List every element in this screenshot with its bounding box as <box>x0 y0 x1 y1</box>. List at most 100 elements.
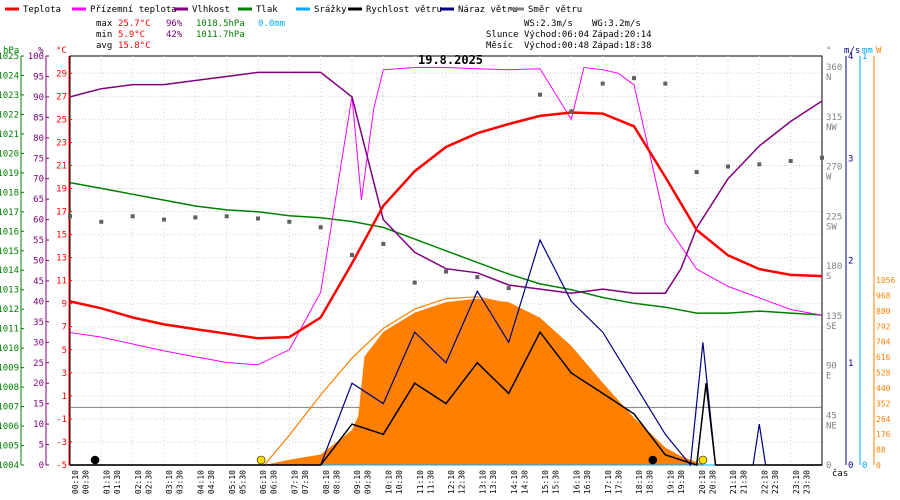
deg-tick-7: 45 <box>826 411 837 421</box>
temp-tick-10: 9 <box>62 300 67 310</box>
wind-direction-point-9 <box>350 253 354 257</box>
w-tick-2: 880 <box>876 307 891 316</box>
stats-panel: max 25.7°C 96% 1018.5hPa 0.0mm min 5.9°C… <box>96 19 652 51</box>
stat-max-hum: 96% <box>166 19 183 29</box>
legend-label-3: Tlak <box>256 5 278 15</box>
hpa-tick-13: 1012 <box>0 305 19 315</box>
x-tick-2: 01:10 <box>103 470 112 494</box>
temp-tick-4: 21 <box>56 161 67 171</box>
legend-label-7: Směr větru <box>528 5 582 15</box>
left-axes: hPa1025102410231022102110201019101810171… <box>0 46 72 471</box>
stat-sunset: Západ:20:14 <box>592 30 652 40</box>
stat-max-rain: 0.0mm <box>258 19 285 29</box>
stat-max-label: max <box>96 19 113 29</box>
wind-direction-point-3 <box>162 217 166 222</box>
wind-direction-point-21 <box>726 164 730 169</box>
temp-tick-5: 19 <box>56 184 67 194</box>
ground-temperature-line <box>69 66 823 366</box>
chart-title: 19.8.2025 <box>418 53 483 67</box>
mm-axis-label: mm <box>862 46 873 56</box>
temp-tick-7: 15 <box>56 231 67 241</box>
w-tick-1: 968 <box>876 291 891 300</box>
w-tick-7: 440 <box>876 384 891 393</box>
deg-tick-3: 225 <box>826 212 842 222</box>
x-tick-13: 06:30 <box>270 470 279 494</box>
moon-marker-2 <box>648 455 658 465</box>
x-tick-41: 20:30 <box>708 470 717 494</box>
wind-direction-point-23 <box>788 159 793 163</box>
x-tick-27: 13:30 <box>489 470 498 494</box>
wind-direction-point-15 <box>538 92 542 97</box>
w-tick-6: 528 <box>876 369 891 378</box>
x-tick-8: 04:10 <box>197 470 206 494</box>
pct-tick-13: 35 <box>33 318 44 328</box>
w-tick-8: 352 <box>876 399 891 408</box>
hpa-tick-17: 1008 <box>0 383 19 393</box>
w-axis-label: W <box>876 46 882 56</box>
x-tick-28: 14:10 <box>510 470 519 494</box>
stat-moon-label: Měsíc <box>486 41 513 51</box>
x-tick-21: 10:30 <box>395 470 404 494</box>
x-tick-7: 03:30 <box>176 470 185 494</box>
wind-direction-point-0 <box>68 214 72 219</box>
hpa-tick-10: 1015 <box>0 247 19 257</box>
mm-tick-1: 0 <box>862 461 867 471</box>
pct-tick-6: 70 <box>33 175 44 185</box>
x-tick-35: 17:30 <box>614 470 623 494</box>
ms-tick-0: 4 <box>848 52 853 62</box>
hpa-tick-20: 1005 <box>0 442 19 452</box>
moon-marker-0 <box>90 455 100 465</box>
x-tick-40: 20:10 <box>698 470 707 494</box>
temp-tick-16: -3 <box>56 438 67 448</box>
x-tick-11: 05:30 <box>238 470 247 494</box>
pct-tick-7: 65 <box>33 195 44 205</box>
x-tick-24: 12:10 <box>447 470 456 494</box>
x-tick-22: 11:10 <box>416 470 425 494</box>
wind-direction-point-12 <box>444 269 448 274</box>
x-tick-42: 21:10 <box>729 470 738 494</box>
x-tick-32: 16:10 <box>573 470 582 494</box>
hpa-tick-15: 1010 <box>0 344 19 354</box>
w-tick-10: 176 <box>876 430 891 439</box>
temp-tick-13: 3 <box>62 369 67 379</box>
hpa-tick-2: 1023 <box>0 91 19 101</box>
temp-axis-label: °C <box>56 46 67 56</box>
legend-label-5: Rychlost větru <box>366 5 442 15</box>
dir-tick-1: NW <box>826 123 837 133</box>
stat-moonset: Západ:18:38 <box>592 41 652 51</box>
stat-avg-temp: 15.8°C <box>118 41 151 51</box>
stat-wg: WG:3.2m/s <box>592 19 641 29</box>
wind-direction-point-2 <box>130 214 135 219</box>
deg-tick-8: 0 <box>826 461 831 471</box>
right-axes: °360N315NW270W225SW180S135SE90E45NE0m/s4… <box>826 46 895 471</box>
pct-tick-16: 20 <box>33 379 44 389</box>
x-tick-0: 00:10 <box>71 470 80 494</box>
x-tick-26: 13:10 <box>479 470 488 494</box>
dir-tick-5: SE <box>826 322 837 332</box>
series-layer <box>68 66 824 467</box>
x-tick-38: 19:10 <box>667 470 676 494</box>
x-tick-33: 16:30 <box>583 470 592 494</box>
w-tick-4: 704 <box>876 338 891 347</box>
pressure-line <box>69 181 823 316</box>
x-tick-39: 19:30 <box>677 470 686 494</box>
temperature-line <box>69 111 823 340</box>
x-tick-23: 11:30 <box>426 470 435 494</box>
deg-tick-6: 90 <box>826 362 837 372</box>
wind-direction-point-7 <box>287 219 292 224</box>
x-axis-label: čas <box>832 468 848 479</box>
hpa-tick-8: 1017 <box>0 208 19 218</box>
wind-direction-point-4 <box>193 215 198 220</box>
pct-tick-14: 30 <box>33 338 44 348</box>
x-tick-20: 10:10 <box>385 470 394 494</box>
x-tick-19: 09:30 <box>364 470 373 494</box>
wind-direction-point-19 <box>663 81 668 86</box>
hpa-tick-14: 1011 <box>0 325 19 335</box>
solar-clear-sky-line <box>263 296 704 466</box>
stat-min-hum: 42% <box>166 30 183 40</box>
x-tick-36: 18:10 <box>635 470 644 494</box>
temp-tick-0: 29 <box>56 69 67 79</box>
pct-tick-15: 25 <box>33 359 44 369</box>
w-tick-9: 264 <box>876 415 891 424</box>
ms-axis-label: m/s <box>844 46 860 56</box>
